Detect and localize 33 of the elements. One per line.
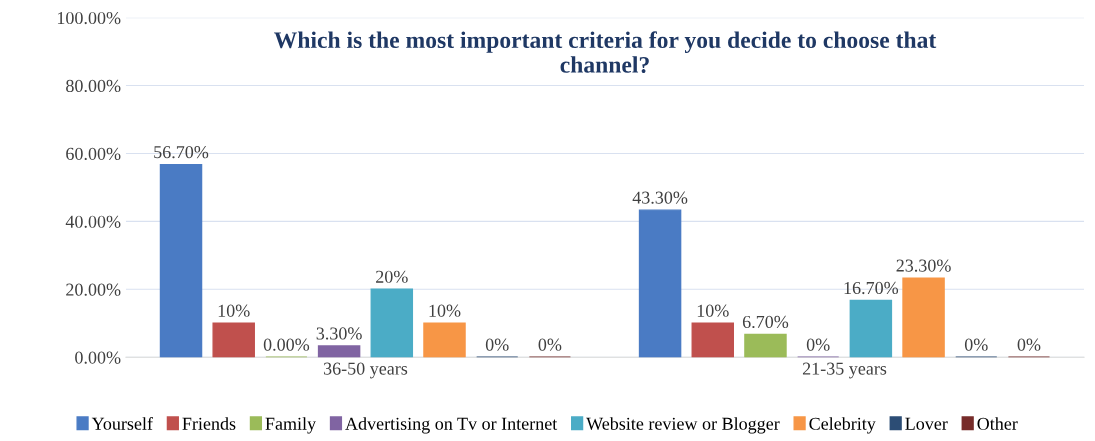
x-tick-label: 36-50 years [323,362,408,379]
data-label: 0% [964,338,988,351]
data-label: 0.00% [263,338,310,351]
data-label: 43.30% [632,191,688,204]
y-tick-label: 20.00% [66,283,121,296]
legend-label: Yourself [91,416,153,430]
data-label: 56.70% [154,146,209,159]
data-label: 0% [806,338,830,351]
data-label: 0% [485,338,509,351]
data-label: 0% [1017,338,1041,351]
y-tick-label: 0.00% [75,351,121,364]
y-tick-label: 40.00% [65,215,121,228]
data-label: 10% [218,304,250,317]
y-tick-label: 60.00% [66,147,121,160]
legend-label: Family [265,417,317,434]
data-label: 20% [376,270,408,283]
data-label: 23.30% [896,259,951,272]
x-tick-label: 21-35 years [802,362,887,379]
legend-label: Other [977,417,1018,430]
data-label: 10% [429,304,461,317]
data-label: 6.70% [742,315,789,329]
data-label: 0% [538,338,562,351]
y-tick-label: 100.00% [57,11,121,25]
legend-label: Lover [905,417,948,430]
legend-label: Celebrity [809,417,876,434]
data-label: 3.30% [316,327,362,340]
y-tick-label: 80.00% [66,79,121,93]
legend-label: Advertising on Tv or Internet [345,417,558,434]
legend-label: Website review or Blogger [586,417,780,434]
data-label: 16.70% [844,281,899,295]
text: Which is the most important criteria for you decide to choose that channel? [274,31,937,73]
legend-label: Friends [182,417,236,430]
data-label: 10% [697,304,729,317]
